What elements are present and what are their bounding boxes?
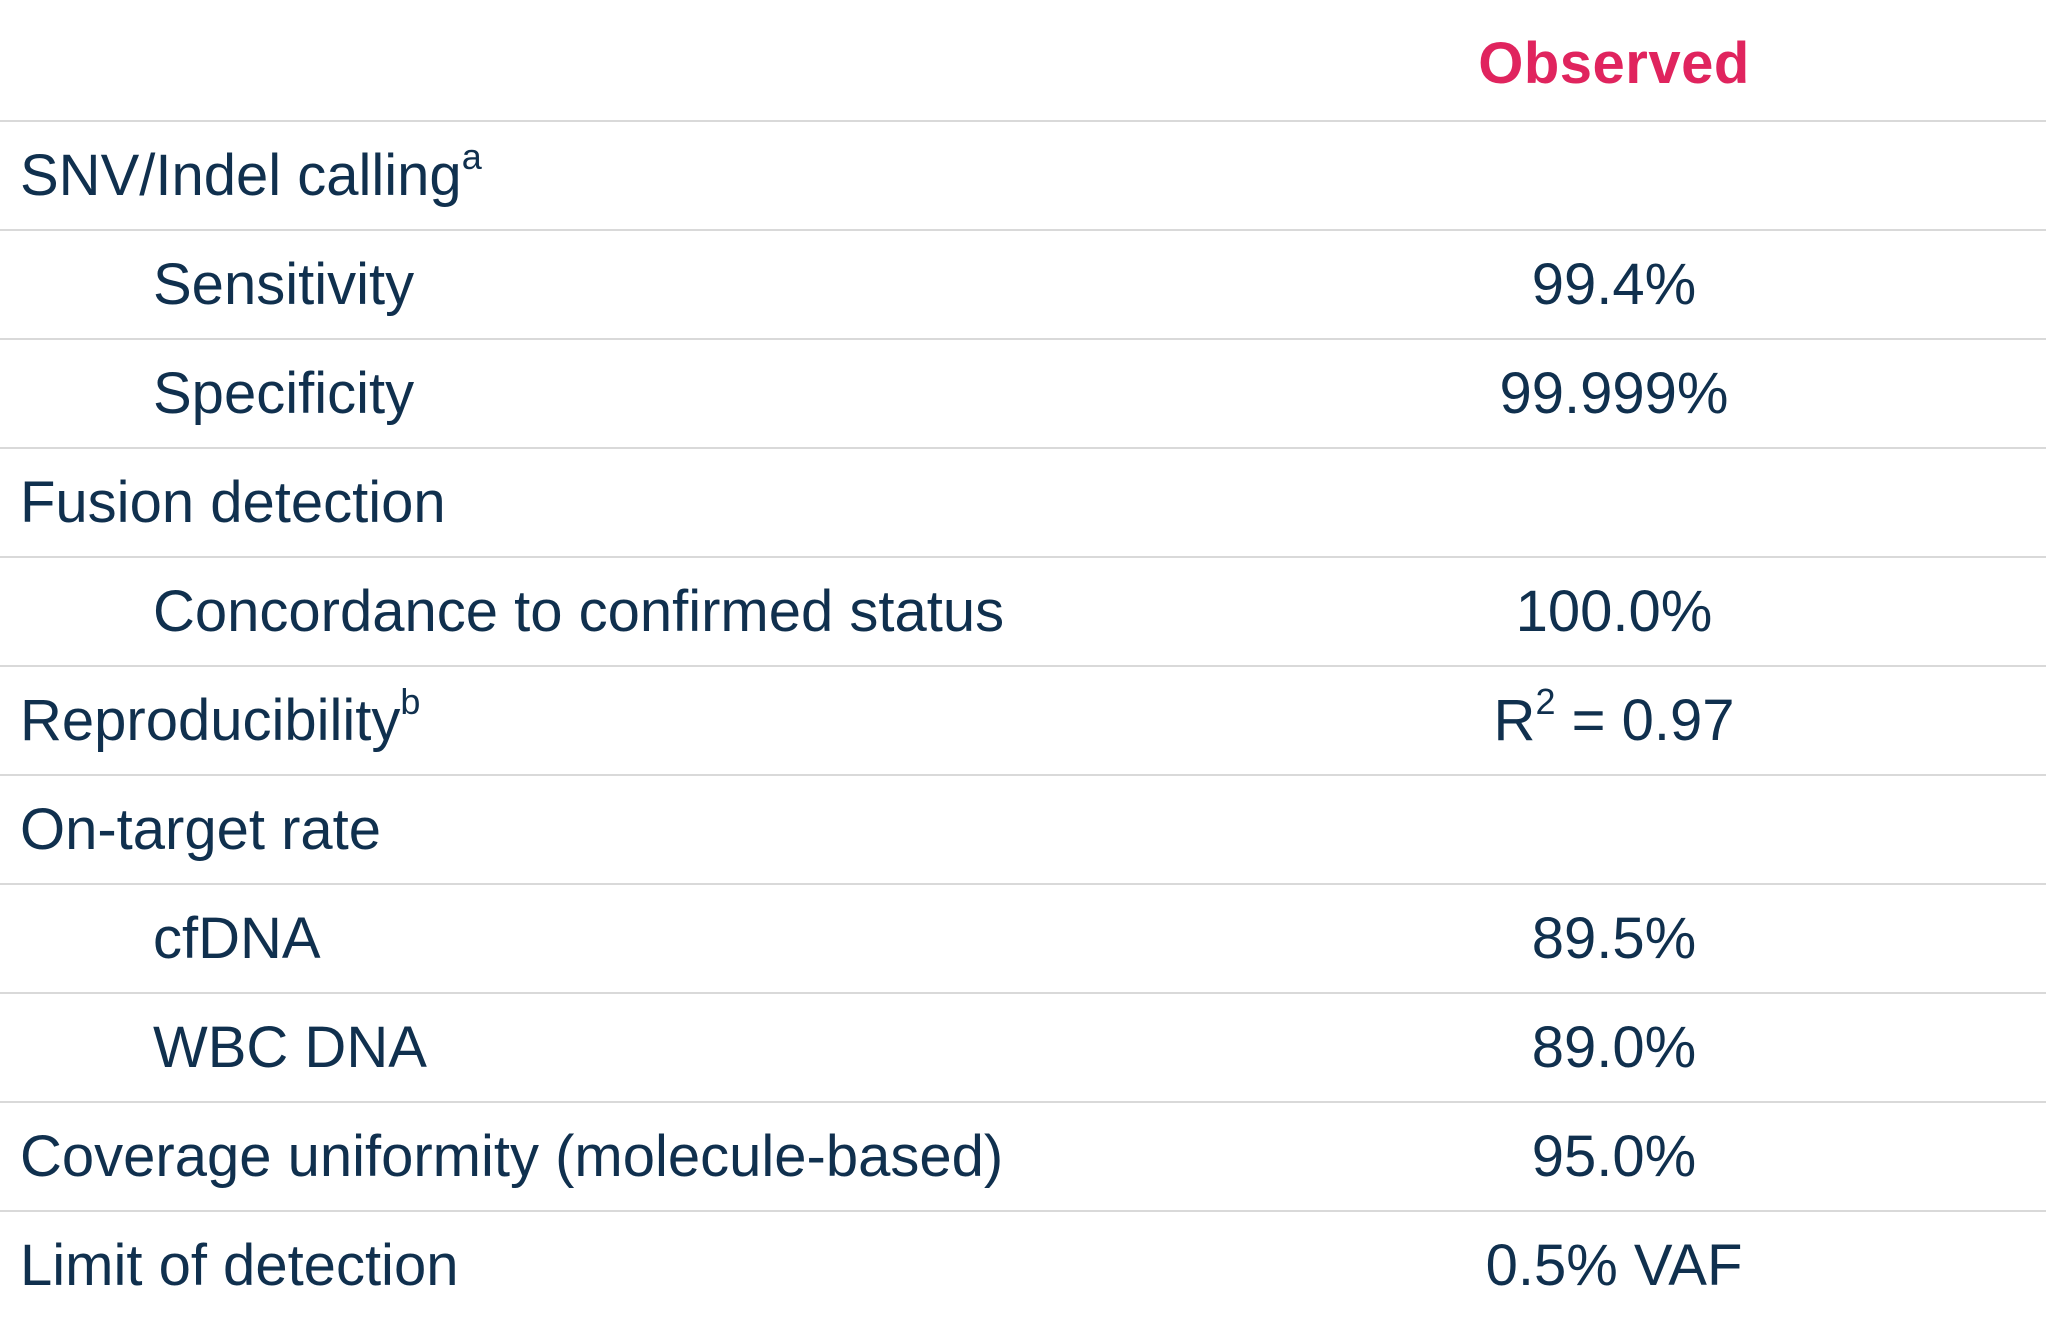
observed-column-header: Observed (1478, 31, 1750, 96)
table-header: Observed (0, 0, 2046, 122)
row-value (1414, 122, 1814, 229)
row-label: WBC DNA (153, 1015, 427, 1080)
row-label: Concordance to confirmed status (153, 579, 1005, 644)
row-label: Limit of detection (20, 1233, 459, 1298)
table-row-wbc-dna: WBC DNA 89.0% (0, 994, 2046, 1103)
row-label: Sensitivity (153, 252, 415, 317)
table-row-sensitivity: Sensitivity 99.4% (0, 231, 2046, 340)
footnote-marker: a (461, 135, 482, 177)
table-row-snv-indel-calling: SNV/Indel callinga (0, 122, 2046, 231)
row-value: 89.5% (1531, 906, 1697, 971)
row-value: 100.0% (1515, 579, 1713, 644)
row-value: 0.5% VAF (1485, 1233, 1743, 1298)
row-value: 95.0% (1531, 1124, 1697, 1189)
table-row-cfdna: cfDNA 89.5% (0, 885, 2046, 994)
table-row-fusion-detection: Fusion detection (0, 449, 2046, 558)
row-value (1414, 449, 1814, 556)
table-row-reproducibility: Reproducibilityb R2 = 0.97 (0, 667, 2046, 776)
row-label: Coverage uniformity (molecule-based) (20, 1124, 1004, 1189)
table-row-limit-of-detection: Limit of detection 0.5% VAF (0, 1212, 2046, 1321)
row-value: 99.999% (1499, 361, 1729, 426)
row-value (1414, 776, 1814, 883)
row-label: Specificity (153, 361, 415, 426)
row-label: cfDNA (153, 906, 321, 971)
table-row-specificity: Specificity 99.999% (0, 340, 2046, 449)
footnote-marker: b (400, 680, 421, 722)
row-label: SNV/Indel callinga (20, 135, 482, 208)
table-row-on-target-rate: On-target rate (0, 776, 2046, 885)
exponent: 2 (1535, 680, 1556, 722)
row-value: 89.0% (1531, 1015, 1697, 1080)
row-label: On-target rate (20, 797, 382, 862)
table-row-coverage-uniformity: Coverage uniformity (molecule-based) 95.… (0, 1103, 2046, 1212)
row-label: Fusion detection (20, 470, 446, 535)
row-label: Reproducibilityb (20, 680, 421, 753)
table-row-concordance: Concordance to confirmed status 100.0% (0, 558, 2046, 667)
row-value: R2 = 0.97 (1493, 680, 1735, 753)
row-value: 99.4% (1531, 252, 1697, 317)
